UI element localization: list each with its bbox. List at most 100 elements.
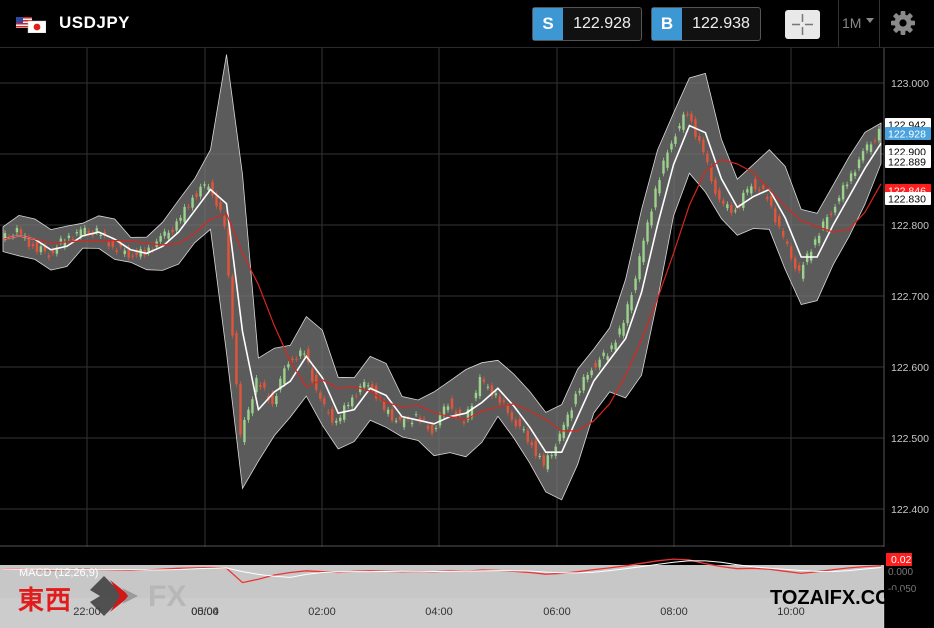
candle-body [327,412,330,414]
candle-body [606,356,609,360]
candle-body [247,409,250,420]
candle-body [510,412,514,420]
candle-body [522,429,526,431]
macd-level-label: 0.000 [888,567,913,578]
candle-body [582,377,585,391]
candle-body [490,385,494,397]
candle-body [307,349,310,363]
candle-body [263,382,266,388]
candle-body [514,420,518,427]
candle-body [825,217,829,230]
candle-body [821,221,825,229]
price-tag-label: 122.928 [888,129,926,141]
candle-body [362,382,366,388]
candle-body [227,227,230,276]
candle-body [382,401,386,410]
candle-body [79,229,83,237]
candle-body [698,135,701,141]
candle-body [354,395,358,397]
candle-body [171,229,174,233]
candle-body [638,256,641,280]
candle-body [626,304,629,324]
candle-body [873,140,877,142]
candle-body [215,194,218,206]
candle-body [291,358,294,361]
candle-body [865,144,869,151]
candle-body [239,383,242,435]
candle-body [482,379,486,382]
candle-body [546,455,549,470]
y-axis-tick-label: 122.600 [891,362,929,374]
crosshair-button[interactable] [785,10,820,39]
sell-quote-button[interactable]: S 122.928 [532,7,642,41]
candle-body [127,247,130,258]
sell-badge: S [533,8,563,40]
candle-body [31,243,35,247]
macd-level-label: -0.050 [888,584,917,595]
price-chart[interactable]: 123.000122.900122.800122.700122.600122.5… [0,47,934,628]
candle-body [829,213,833,215]
candle-body [790,246,793,259]
candle-body [358,386,362,393]
candle-body [283,368,286,384]
candle-body [530,442,533,446]
candle-body [630,295,633,311]
macd-level-label: 0.02 [891,554,912,566]
candle-body [554,446,557,456]
watermark-site: TOZAIFX.COM [770,587,908,609]
candle-body [782,230,785,237]
candle-body [770,195,773,206]
candle-body [654,188,657,208]
candle-body [47,255,51,258]
candle-body [450,398,454,409]
candle-body [558,433,561,442]
candle-body [235,332,238,385]
candle-body [766,197,769,200]
candle-body [590,370,593,376]
candle-body [71,239,75,241]
timeframe-select[interactable]: 1M [842,15,875,31]
candle-body [67,235,71,239]
candle-body [502,400,506,402]
gear-icon[interactable] [890,10,916,36]
candle-body [279,378,282,390]
candle-body [426,425,430,430]
price-tag-bg [885,192,931,205]
candle-body [163,231,166,236]
candle-body [742,192,745,208]
candle-body [550,455,553,457]
candle-body [574,393,577,405]
candle-body [303,353,306,355]
candle-body [658,180,661,194]
candle-body [386,409,390,414]
candle-body [295,358,298,360]
candle-body [861,151,865,161]
candle-body [335,420,338,423]
candle-body [845,184,849,187]
candle-body [111,239,114,247]
candle-body [682,114,685,130]
candle-body [833,206,837,213]
x-axis-tick-label: 10:00 [777,606,805,618]
buy-quote-button[interactable]: B 122.938 [651,7,761,41]
candle-body [219,202,222,211]
candle-body [478,377,482,397]
candle-body [39,246,43,253]
candle-body [602,352,605,357]
candle-body [534,440,537,456]
candle-body [159,236,162,242]
candle-body [466,409,470,420]
candle-body [195,193,198,198]
candle-body [750,186,753,194]
candle-body [526,430,530,442]
candle-body [849,173,853,182]
candle-body [370,384,374,390]
candle-body [622,322,625,336]
candle-body [323,398,326,405]
price-tag-label: 122.830 [888,194,926,206]
candle-body [43,245,47,252]
candle-body [786,241,789,244]
watermark-logo-icon [90,576,138,616]
candle-body [666,152,669,168]
x-axis-tick-label: 08:00 [660,606,688,618]
